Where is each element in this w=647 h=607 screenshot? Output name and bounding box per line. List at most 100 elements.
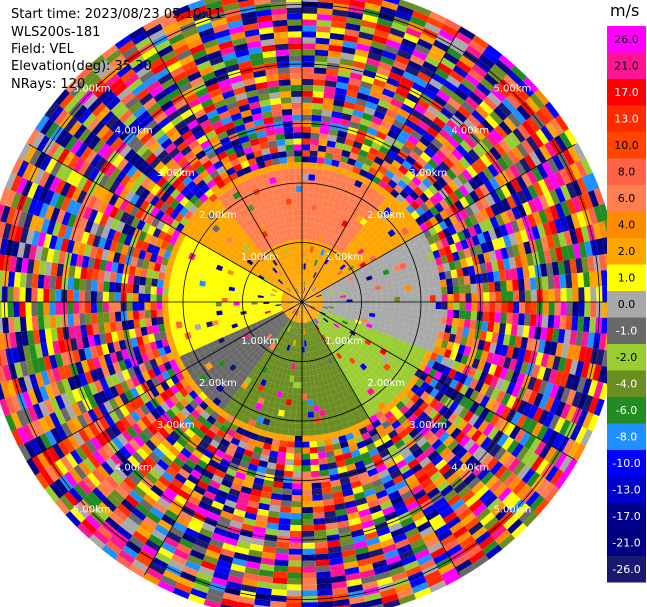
velocity-cell (302, 78, 314, 86)
velocity-cell (309, 222, 315, 229)
velocity-cell (470, 161, 483, 175)
velocity-cell (302, 162, 310, 169)
velocity-cell (438, 128, 452, 141)
velocity-cell (397, 257, 405, 265)
velocity-cell (303, 304, 306, 311)
velocity-cell (600, 269, 609, 287)
velocity-cell (287, 304, 294, 307)
velocity-cell (302, 197, 308, 204)
velocity-cell (425, 267, 433, 276)
velocity-cell (331, 111, 343, 119)
velocity-cell (271, 438, 281, 446)
velocity-cell (395, 193, 406, 204)
velocity-cell (358, 240, 367, 249)
velocity-cell (307, 351, 311, 359)
velocity-cell (602, 285, 609, 302)
velocity-cell (381, 310, 388, 316)
velocity-cell (335, 210, 342, 218)
velocity-cell (420, 477, 434, 490)
velocity-cell (357, 557, 373, 567)
velocity-cell (58, 339, 67, 354)
velocity-cell (325, 146, 335, 154)
velocity-cell (409, 576, 427, 589)
velocity-cell (292, 381, 298, 389)
velocity-cell (379, 348, 388, 356)
velocity-cell (228, 309, 235, 314)
velocity-cell (279, 335, 285, 342)
velocity-cell (539, 144, 552, 161)
velocity-cell (321, 372, 327, 380)
velocity-cell (317, 254, 323, 262)
velocity-cell (352, 345, 360, 352)
velocity-cell (293, 321, 297, 328)
velocity-cell (584, 302, 591, 318)
velocity-cell (302, 560, 316, 567)
velocity-cell (500, 247, 509, 260)
velocity-cell (50, 427, 63, 444)
velocity-cell (502, 334, 511, 346)
velocity-cell (375, 463, 388, 474)
velocity-cell (176, 543, 192, 555)
velocity-cell (323, 91, 336, 100)
velocity-cell (549, 468, 564, 486)
velocity-cell (414, 225, 424, 236)
velocity-cell (434, 391, 445, 402)
velocity-cell (303, 310, 306, 317)
velocity-cell (541, 276, 549, 290)
velocity-cell (336, 281, 343, 287)
velocity-cell (147, 368, 157, 379)
velocity-cell (154, 356, 164, 367)
velocity-cell (132, 310, 140, 320)
velocity-cell (91, 312, 98, 325)
velocity-cell (409, 537, 425, 550)
velocity-cell (322, 250, 328, 257)
velocity-cell (328, 298, 335, 301)
velocity-cell (324, 225, 331, 233)
velocity-cell (341, 193, 350, 202)
velocity-cell (489, 375, 500, 388)
velocity-cell (400, 198, 411, 209)
velocity-cell (426, 126, 439, 138)
velocity-cell (196, 414, 207, 425)
velocity-cell (378, 260, 387, 267)
velocity-cell (434, 133, 448, 146)
velocity-cell (429, 205, 440, 217)
velocity-cell (302, 13, 318, 20)
velocity-cell (267, 316, 274, 322)
velocity-cell (315, 331, 320, 338)
velocity-cell (327, 419, 336, 428)
velocity-cell (184, 458, 197, 470)
velocity-cell (569, 359, 579, 376)
velocity-cell (404, 527, 420, 539)
velocity-cell (321, 236, 327, 244)
velocity-cell (264, 323, 271, 329)
velocity-cell (174, 401, 185, 412)
velocity-cell (511, 442, 525, 458)
velocity-cell (396, 275, 404, 282)
velocity-cell (338, 434, 348, 443)
velocity-cell (429, 470, 443, 483)
velocity-cell (435, 354, 444, 364)
velocity-cell (65, 404, 77, 420)
velocity-cell (448, 400, 460, 413)
velocity-cell (387, 287, 394, 293)
velocity-cell (460, 258, 468, 268)
velocity-cell (324, 258, 330, 265)
velocity-cell (361, 352, 370, 360)
velocity-cell (434, 338, 443, 348)
velocity-cell (358, 209, 367, 218)
velocity-cell (303, 269, 306, 276)
velocity-cell (520, 416, 533, 432)
velocity-cell (389, 565, 406, 577)
velocity-cell (354, 245, 362, 253)
velocity-cell (46, 248, 55, 263)
velocity-cell (261, 328, 268, 334)
velocity-cell (405, 302, 413, 308)
velocity-cell (345, 359, 353, 367)
velocity-cell (354, 460, 365, 469)
velocity-cell (434, 256, 443, 266)
velocity-cell (136, 481, 151, 494)
velocity-cell (450, 498, 465, 512)
velocity-cell (446, 253, 455, 263)
velocity-cell (209, 302, 216, 307)
